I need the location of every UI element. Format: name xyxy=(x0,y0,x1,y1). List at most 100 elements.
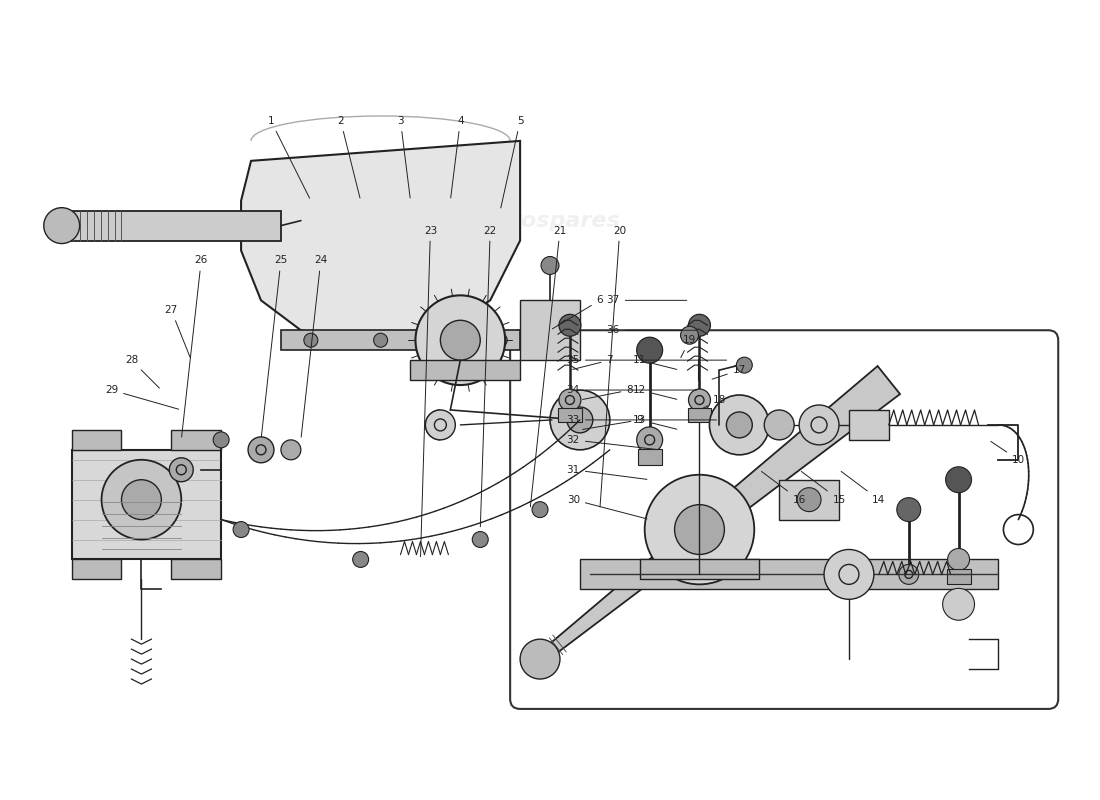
Text: 6: 6 xyxy=(552,295,603,329)
Circle shape xyxy=(947,549,969,570)
Circle shape xyxy=(541,257,559,274)
Text: 11: 11 xyxy=(634,355,676,370)
Circle shape xyxy=(121,480,162,519)
Text: 22: 22 xyxy=(481,226,497,526)
Circle shape xyxy=(899,565,918,584)
Circle shape xyxy=(249,437,274,462)
Bar xyxy=(638,449,661,465)
Circle shape xyxy=(374,334,387,347)
Text: 31: 31 xyxy=(566,465,647,479)
Text: 20: 20 xyxy=(600,226,626,507)
Text: 33: 33 xyxy=(566,415,716,425)
FancyBboxPatch shape xyxy=(510,330,1058,709)
Circle shape xyxy=(550,390,609,450)
Circle shape xyxy=(559,314,581,336)
Circle shape xyxy=(559,389,581,411)
Circle shape xyxy=(674,505,725,554)
Polygon shape xyxy=(172,559,221,579)
Text: 34: 34 xyxy=(566,385,696,395)
Text: 26: 26 xyxy=(182,255,208,437)
Text: 18: 18 xyxy=(702,395,726,409)
Polygon shape xyxy=(280,330,520,350)
Bar xyxy=(688,408,712,422)
Circle shape xyxy=(764,410,794,440)
Circle shape xyxy=(353,551,369,567)
Text: 21: 21 xyxy=(530,226,566,507)
Text: eurospares: eurospares xyxy=(708,440,849,460)
Polygon shape xyxy=(580,559,999,590)
Text: 9: 9 xyxy=(583,415,643,430)
Text: 16: 16 xyxy=(761,471,806,505)
Text: 32: 32 xyxy=(566,435,657,450)
Text: 4: 4 xyxy=(451,116,463,198)
Circle shape xyxy=(645,474,755,584)
Circle shape xyxy=(566,407,593,433)
Circle shape xyxy=(233,522,249,538)
Circle shape xyxy=(493,334,507,347)
Circle shape xyxy=(520,639,560,679)
Text: 35: 35 xyxy=(566,355,727,365)
Text: 28: 28 xyxy=(124,355,160,388)
Text: 24: 24 xyxy=(301,255,328,437)
Circle shape xyxy=(710,395,769,455)
Circle shape xyxy=(304,334,318,347)
Circle shape xyxy=(637,427,662,453)
Text: 15: 15 xyxy=(802,471,846,505)
Text: 1: 1 xyxy=(267,116,309,198)
Polygon shape xyxy=(640,559,759,579)
Polygon shape xyxy=(62,210,280,241)
Text: 37: 37 xyxy=(606,295,686,306)
Polygon shape xyxy=(241,141,520,340)
Circle shape xyxy=(280,440,301,460)
Circle shape xyxy=(101,460,182,539)
Circle shape xyxy=(824,550,873,599)
Polygon shape xyxy=(779,480,839,519)
Polygon shape xyxy=(72,559,121,579)
Circle shape xyxy=(416,295,505,385)
Circle shape xyxy=(440,320,481,360)
Circle shape xyxy=(637,338,662,363)
Circle shape xyxy=(896,498,921,522)
Circle shape xyxy=(426,410,455,440)
Text: 23: 23 xyxy=(420,226,437,557)
Circle shape xyxy=(681,326,698,344)
Text: 13: 13 xyxy=(634,415,676,430)
Circle shape xyxy=(689,314,711,336)
Circle shape xyxy=(798,488,821,512)
Polygon shape xyxy=(72,450,221,559)
Text: eurospares: eurospares xyxy=(480,210,620,230)
Circle shape xyxy=(943,588,975,620)
Text: 27: 27 xyxy=(165,306,190,358)
Text: 12: 12 xyxy=(634,385,676,399)
Circle shape xyxy=(453,334,468,347)
Circle shape xyxy=(726,412,752,438)
Circle shape xyxy=(213,432,229,448)
Circle shape xyxy=(736,357,752,373)
Text: 29: 29 xyxy=(104,385,178,410)
Circle shape xyxy=(946,466,971,493)
Polygon shape xyxy=(537,366,900,663)
Circle shape xyxy=(472,531,488,547)
Text: 5: 5 xyxy=(500,116,524,208)
Text: 10: 10 xyxy=(991,442,1025,465)
Bar xyxy=(558,408,582,422)
Circle shape xyxy=(799,405,839,445)
Text: eurospares: eurospares xyxy=(210,210,351,230)
Polygon shape xyxy=(72,430,121,450)
Polygon shape xyxy=(410,360,520,380)
Text: 25: 25 xyxy=(262,255,287,437)
Text: 30: 30 xyxy=(566,494,647,519)
Text: 3: 3 xyxy=(397,116,410,198)
Circle shape xyxy=(532,502,548,518)
Circle shape xyxy=(169,458,194,482)
Bar xyxy=(849,410,889,440)
Polygon shape xyxy=(172,430,221,450)
Polygon shape xyxy=(520,300,580,360)
Text: 19: 19 xyxy=(681,335,696,358)
Circle shape xyxy=(689,389,711,411)
Text: 7: 7 xyxy=(573,355,613,370)
Text: 36: 36 xyxy=(606,326,696,335)
Text: 14: 14 xyxy=(842,471,886,505)
Bar xyxy=(947,570,970,584)
Text: 17: 17 xyxy=(712,365,746,379)
